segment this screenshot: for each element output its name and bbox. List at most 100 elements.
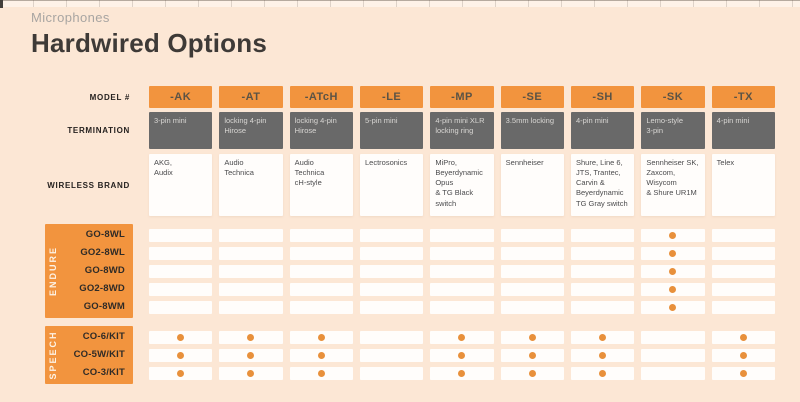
matrix-cell	[219, 330, 283, 344]
matrix-cell	[500, 330, 564, 344]
matrix-cell	[289, 246, 353, 260]
brand-cell-tx: Telex	[711, 154, 775, 216]
matrix-slot	[500, 364, 564, 382]
brand-cell-se: Sennheiser	[500, 154, 564, 216]
matrix-slot	[289, 364, 353, 382]
product-sections: ENDURE GO-8WL GO2-8WL GO-8WD GO2-8WD GO-8WM SP…	[30, 224, 775, 384]
matrix-slot	[289, 280, 353, 298]
matrix-cell	[570, 282, 635, 296]
termination-cell-sh: 4-pin mini	[570, 112, 635, 149]
matrix-slot	[570, 328, 635, 346]
model-header-le: -LE	[359, 86, 424, 108]
matrix-cell	[219, 300, 283, 314]
page-header: Microphones Hardwired Options	[31, 10, 267, 59]
brand-row-label: WIRELESS BRAND	[47, 180, 130, 190]
page-title: Hardwired Options	[31, 28, 267, 58]
matrix-slot	[430, 298, 494, 316]
matrix-cell	[149, 330, 213, 344]
row-label-go28wl: GO2-8WL	[80, 247, 125, 258]
matrix-slot	[359, 364, 424, 382]
matrix-cell	[289, 264, 353, 278]
matrix-slot	[430, 244, 494, 262]
model-header-ak: -AK	[149, 86, 213, 108]
matrix-cell	[500, 282, 564, 296]
matrix-column-tx	[711, 224, 775, 318]
matrix-slot	[570, 244, 635, 262]
matrix-cell	[359, 246, 424, 260]
matrix-slot	[219, 346, 283, 364]
compatibility-dot-icon	[317, 351, 325, 359]
matrix-cell	[500, 348, 564, 362]
matrix-cell	[641, 228, 705, 242]
matrix-cell	[641, 366, 705, 380]
compatibility-dot-icon	[458, 351, 466, 359]
matrix-cell	[641, 264, 705, 278]
termination-cell-mp: 4-pin mini XLR locking ring	[430, 112, 494, 149]
matrix-column-se	[500, 224, 564, 318]
matrix-cell	[641, 300, 705, 314]
matrix-slot	[149, 364, 213, 382]
termination-cell-ak: 3-pin mini	[149, 112, 213, 149]
section-speech: SPEECH CO-6/KIT CO-5W/KIT CO-3/KIT	[30, 326, 775, 384]
matrix-cell	[711, 228, 775, 242]
compatibility-dot-icon	[247, 369, 255, 377]
model-header-at: -AT	[219, 86, 283, 108]
matrix-column-mp	[430, 224, 494, 318]
model-header-atch: -ATcH	[289, 86, 353, 108]
model-header-mp: -MP	[430, 86, 494, 108]
matrix-slot	[219, 244, 283, 262]
matrix-slot	[149, 298, 213, 316]
matrix-column-atch	[289, 326, 353, 384]
matrix-cell	[219, 246, 283, 260]
compatibility-dot-icon	[669, 267, 677, 275]
compatibility-dot-icon	[177, 369, 185, 377]
matrix-slot	[570, 364, 635, 382]
matrix-cell	[500, 228, 564, 242]
matrix-cell	[289, 300, 353, 314]
group-name-speech: SPEECH	[48, 330, 58, 380]
matrix-cell	[500, 264, 564, 278]
compatibility-dot-icon	[669, 231, 677, 239]
matrix-slot	[570, 280, 635, 298]
matrix-column-se	[500, 326, 564, 384]
matrix-cell	[641, 348, 705, 362]
matrix-cell	[570, 228, 635, 242]
matrix-slot	[149, 226, 213, 244]
brand-cell-sh: Shure, Line 6, JTS, Trantec, Carvin & Be…	[570, 154, 635, 216]
matrix-slot	[641, 298, 705, 316]
matrix-cell	[359, 282, 424, 296]
matrix-cell	[149, 228, 213, 242]
compatibility-dot-icon	[669, 249, 677, 257]
matrix-slot	[359, 346, 424, 364]
matrix-cell	[149, 282, 213, 296]
matrix-slot	[289, 328, 353, 346]
brand-cell-ak: AKG, Audix	[149, 154, 213, 216]
matrix-cell	[219, 264, 283, 278]
matrix-cell	[641, 282, 705, 296]
matrix-slot	[500, 328, 564, 346]
matrix-slot	[500, 298, 564, 316]
matrix-slot	[359, 244, 424, 262]
matrix-slot	[430, 280, 494, 298]
matrix-slot	[289, 262, 353, 280]
matrix-column-at	[219, 224, 283, 318]
compatibility-dot-icon	[599, 369, 607, 377]
matrix-cell	[500, 366, 564, 380]
matrix-slot	[359, 328, 424, 346]
matrix-column-sh	[570, 326, 635, 384]
matrix-slot	[641, 226, 705, 244]
matrix-cell	[289, 348, 353, 362]
matrix-slot	[711, 244, 775, 262]
termination-cell-atch: locking 4-pin Hirose	[289, 112, 353, 149]
matrix-cell	[570, 348, 635, 362]
compatibility-dot-icon	[317, 333, 325, 341]
matrix-column-ak	[149, 326, 213, 384]
row-label-co6kit: CO-6/KIT	[82, 331, 125, 342]
compatibility-dot-icon	[528, 369, 536, 377]
matrix-cell	[430, 282, 494, 296]
ruler-strip	[0, 0, 800, 7]
termination-cell-tx: 4-pin mini	[711, 112, 775, 149]
model-header-se: -SE	[500, 86, 564, 108]
group-name-endure: ENDURE	[48, 245, 58, 297]
